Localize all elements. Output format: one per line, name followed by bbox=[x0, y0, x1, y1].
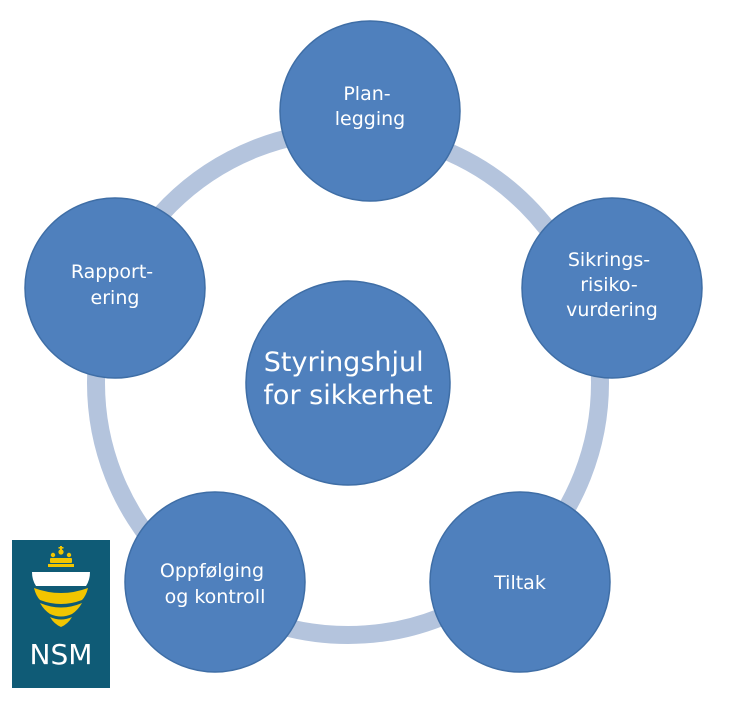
node-tiltak: Tiltak bbox=[429, 491, 611, 673]
svg-text:Plan- legging: Plan- legging bbox=[335, 83, 405, 130]
node-oppfolging-line-1: Oppfølging bbox=[160, 560, 264, 582]
center-node: Styringshjul for sikkerhet bbox=[245, 280, 451, 486]
svg-text:Oppfølging og kontroll: Oppfølging og kontroll bbox=[160, 560, 270, 608]
center-node-line-1: Styringshjul bbox=[264, 347, 424, 378]
node-sikrings-line-1: Sikrings- bbox=[568, 249, 650, 271]
svg-text:Rapport- ering: Rapport- ering bbox=[71, 261, 159, 309]
node-planlegging-line-1: Plan- bbox=[343, 83, 390, 105]
node-planlegging: Plan- legging bbox=[279, 20, 461, 202]
nsm-logo: NSM bbox=[12, 540, 110, 688]
svg-text:Styringshjul for sikkerh: Styringshjul for sikkerhet bbox=[263, 347, 432, 411]
node-rapportering-line-2: ering bbox=[91, 287, 140, 309]
node-sikrings-line-3: vurdering bbox=[566, 299, 658, 321]
crown-and-waves-icon bbox=[32, 546, 90, 627]
node-rapportering: Rapport- ering bbox=[24, 197, 206, 379]
svg-text:Tiltak: Tiltak bbox=[493, 572, 546, 594]
node-rapportering-line-1: Rapport- bbox=[71, 261, 153, 283]
center-node-line-2: for sikkerhet bbox=[263, 380, 432, 411]
node-planlegging-line-2: legging bbox=[335, 108, 405, 130]
node-sikringsrisikovurdering: Sikrings- risiko- vurdering bbox=[521, 197, 703, 379]
node-oppfolging-line-2: og kontroll bbox=[165, 586, 266, 608]
svg-text:Sikrings- risiko-: Sikrings- risiko- vurdering bbox=[566, 249, 658, 321]
node-sikrings-line-2: risiko- bbox=[580, 274, 637, 296]
nsm-logo-text: NSM bbox=[29, 638, 93, 671]
node-tiltak-line-1: Tiltak bbox=[493, 572, 546, 594]
node-oppfolging: Oppfølging og kontroll bbox=[124, 491, 306, 673]
